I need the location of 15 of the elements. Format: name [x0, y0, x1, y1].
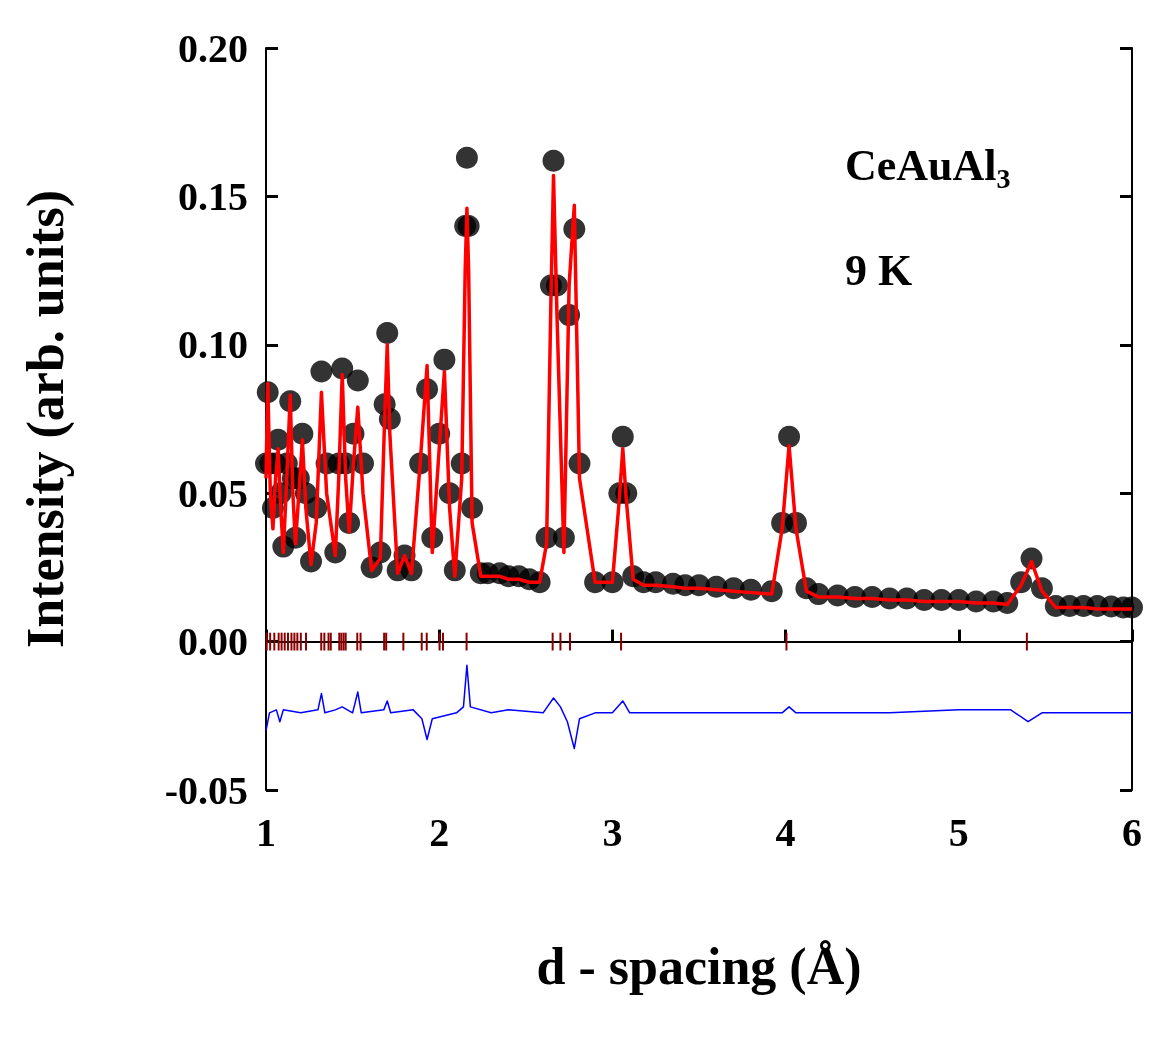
y-tick-label: 0.15	[178, 173, 248, 219]
y-tick-label: 0.05	[178, 470, 248, 516]
y-tick-label: 0.10	[178, 322, 248, 368]
x-tick-label: 3	[602, 809, 623, 855]
y-tick-label: 0.20	[178, 25, 248, 71]
annotation: 9 K	[845, 245, 913, 295]
x-tick-label: 4	[775, 809, 796, 855]
x-axis-title: d - spacing (Å)	[536, 937, 862, 996]
x-tick-label: 2	[429, 809, 450, 855]
y-tick-label: -0.05	[164, 767, 248, 813]
x-tick-label: 1	[256, 809, 276, 855]
y-tick-label: 0.00	[178, 619, 248, 665]
x-tick-label: 5	[948, 809, 969, 855]
x-tick-label: 6	[1122, 809, 1142, 855]
y-axis-title: Intensity (arb. units)	[16, 190, 75, 648]
